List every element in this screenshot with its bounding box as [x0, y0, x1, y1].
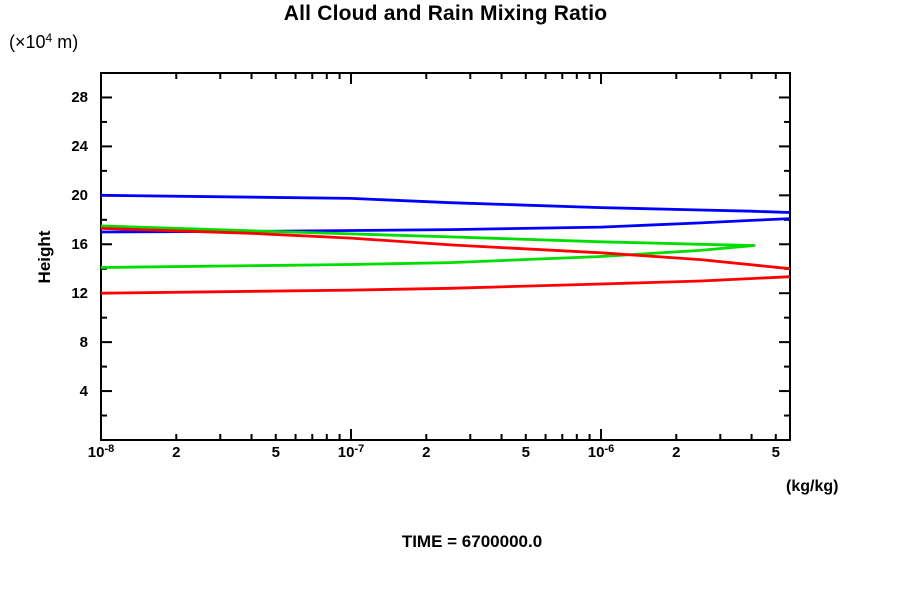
plot-border	[100, 72, 791, 441]
y-units-exponent: 4	[45, 31, 53, 45]
red-profile-line	[100, 227, 791, 271]
y-tick-label: 28	[71, 89, 88, 107]
x-tick-label: 5	[771, 444, 780, 461]
x-tick-label: 10-7	[337, 443, 365, 461]
red-profile-line	[100, 275, 791, 295]
time-annotation: TIME = 6700000.0	[401, 532, 543, 551]
x-tick-label: 2	[672, 444, 681, 461]
x-tick-exponent: -6	[604, 443, 615, 455]
x-tick-label: 10-6	[587, 443, 615, 461]
y-units-prefix: (×10	[9, 32, 46, 52]
y-units-suffix: m)	[52, 32, 79, 52]
y-tick-label: 24	[71, 138, 88, 156]
x-tick-exponent: -8	[104, 443, 115, 455]
chart-title: All Cloud and Rain Mixing Ratio	[283, 2, 608, 25]
x-axis-units-label: (kg/kg)	[786, 478, 839, 495]
y-tick-label: 16	[71, 236, 88, 254]
x-tick-label: 2	[422, 444, 431, 461]
green-profile-line	[100, 224, 756, 269]
x-tick-label: 10-8	[87, 443, 115, 461]
y-tick-label: 4	[79, 383, 88, 401]
x-tick-label: 5	[521, 444, 530, 461]
x-tick-label: 2	[172, 444, 181, 461]
blue-profile-line	[100, 193, 791, 214]
y-tick-label: 8	[79, 334, 88, 352]
y-axis-units-label: (×104 m)	[9, 31, 79, 53]
y-tick-label: 20	[71, 187, 88, 205]
x-tick-label: 5	[271, 444, 280, 461]
y-tick-label: 12	[71, 285, 88, 303]
x-tick-exponent: -7	[354, 443, 365, 455]
